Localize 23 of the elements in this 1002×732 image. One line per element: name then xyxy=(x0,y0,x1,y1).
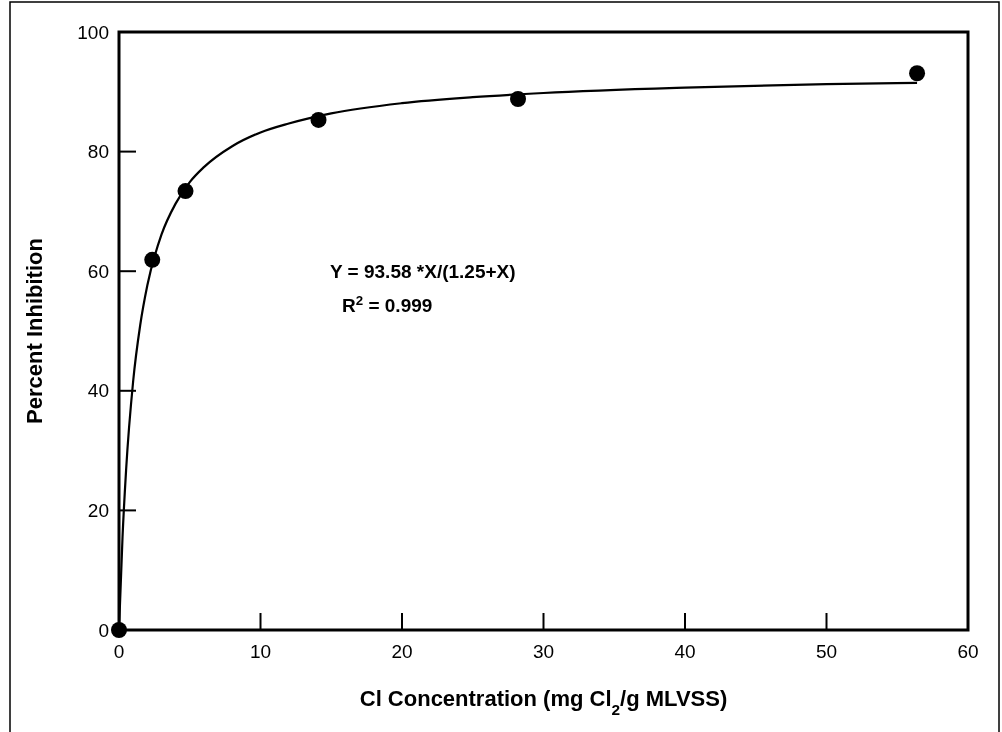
x-axis-title: Cl Concentration (mg Cl$_{2}$/g MLVSS) xyxy=(359,686,728,718)
point xyxy=(510,90,527,107)
y-tick-label: 100 xyxy=(77,21,109,43)
y-tick-label: 40 xyxy=(87,380,109,402)
y-tick-label: 20 xyxy=(87,500,109,522)
point xyxy=(909,65,926,82)
x-tick-label: 20 xyxy=(391,641,413,662)
x-tick-label: 40 xyxy=(674,641,696,662)
y-tick-label: 0 xyxy=(98,619,109,641)
annotation: Y = 93.58 *X/(1.25+X) xyxy=(330,261,516,282)
y-axis-title: Percent Inhibition xyxy=(22,238,47,424)
x-tick-label: 10 xyxy=(249,641,272,662)
x-tick-label: 50 xyxy=(815,641,838,662)
point xyxy=(310,111,327,128)
point xyxy=(111,622,127,638)
x-tick-label: 60 xyxy=(957,641,979,662)
annotation: R$^{2}$ = 0.999 xyxy=(342,292,433,316)
y-tick-label: 80 xyxy=(87,141,109,163)
point xyxy=(177,183,194,200)
point xyxy=(144,251,161,268)
y-tick-label: 60 xyxy=(87,260,109,282)
x-tick-label: 30 xyxy=(532,641,555,662)
x-tick-label: 0 xyxy=(113,641,125,662)
